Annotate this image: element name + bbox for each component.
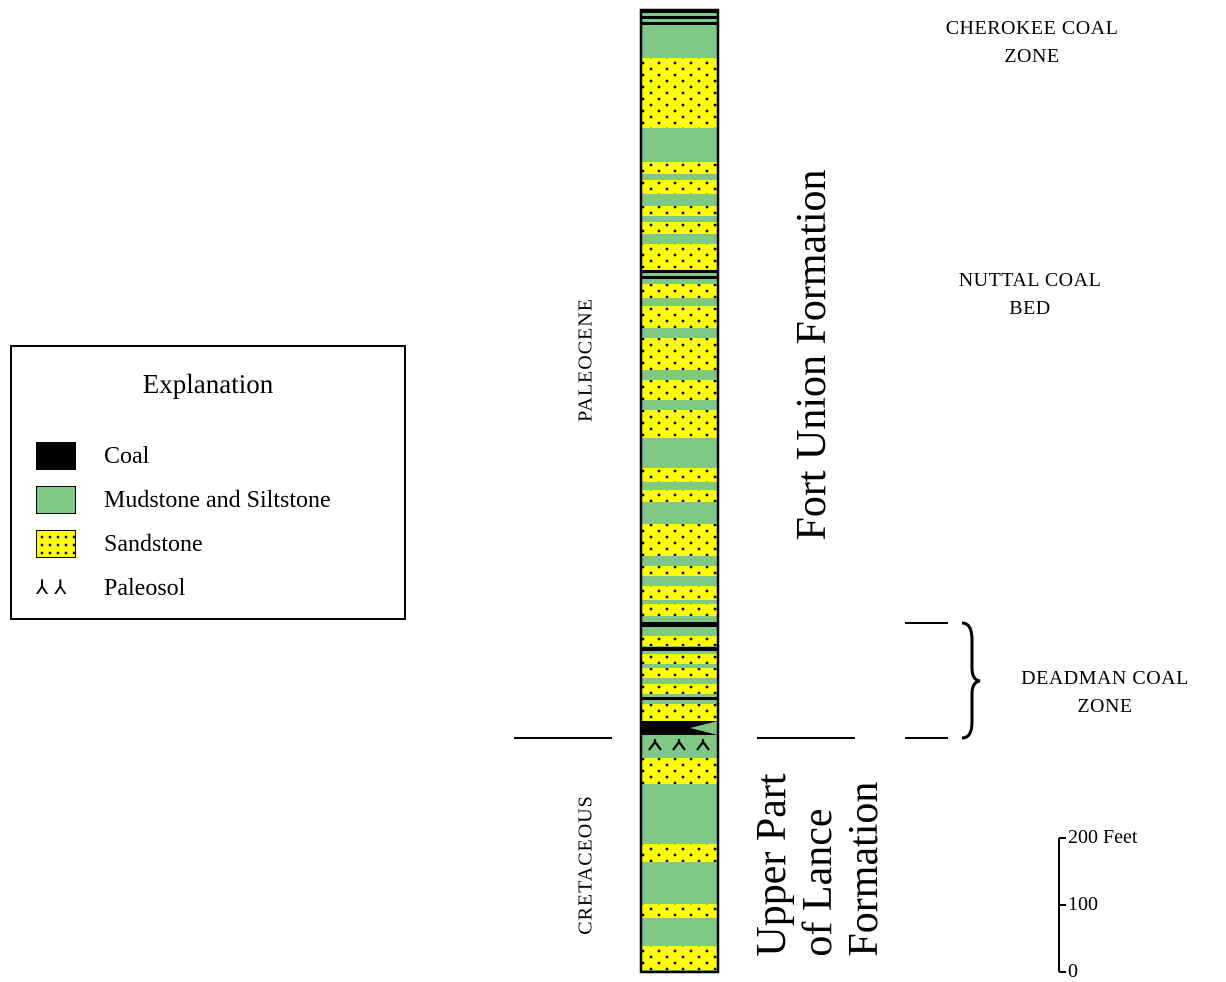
legend-label-sandstone: Sandstone (104, 530, 203, 557)
deadman-zone-brace (961, 621, 981, 740)
legend-title: Explanation (142, 369, 274, 399)
cherokee-coal-zone-label: CHEROKEE COAL ZONE (945, 17, 1119, 67)
sandstone-layers (641, 58, 718, 970)
scale-label-0: 0 (1068, 960, 1078, 982)
legend-box: Explanation Coal Mudstone and Siltstone … (10, 345, 406, 620)
legend-item-sandstone: Sandstone (36, 529, 203, 559)
mudstone-swatch (36, 486, 76, 514)
scale-bar (1058, 837, 1066, 973)
legend-label-mudstone: Mudstone and Siltstone (104, 486, 331, 513)
column-outline (639, 8, 720, 974)
scale-label-100: 100 (1068, 893, 1098, 915)
sandstone-swatch (36, 530, 76, 558)
coal-swatch (36, 442, 76, 470)
scale-label-200: 200 Feet (1068, 826, 1138, 848)
boundary-lines (514, 622, 948, 739)
legend-label-coal: Coal (104, 442, 150, 469)
paleosol-icon: ⅄⅄ (36, 577, 73, 599)
nuttal-coal-bed-label: NUTTAL COAL BED (958, 269, 1102, 319)
coal-layers (641, 10, 718, 735)
legend-item-paleosol: ⅄⅄ Paleosol (36, 573, 185, 603)
deadman-coal-zone-label: DEADMAN COAL ZONE (1021, 667, 1189, 717)
legend-item-mudstone: Mudstone and Siltstone (36, 485, 331, 515)
paleosol-symbols (648, 739, 710, 751)
legend-item-coal: Coal (36, 441, 149, 471)
legend-label-paleosol: Paleosol (104, 574, 186, 601)
